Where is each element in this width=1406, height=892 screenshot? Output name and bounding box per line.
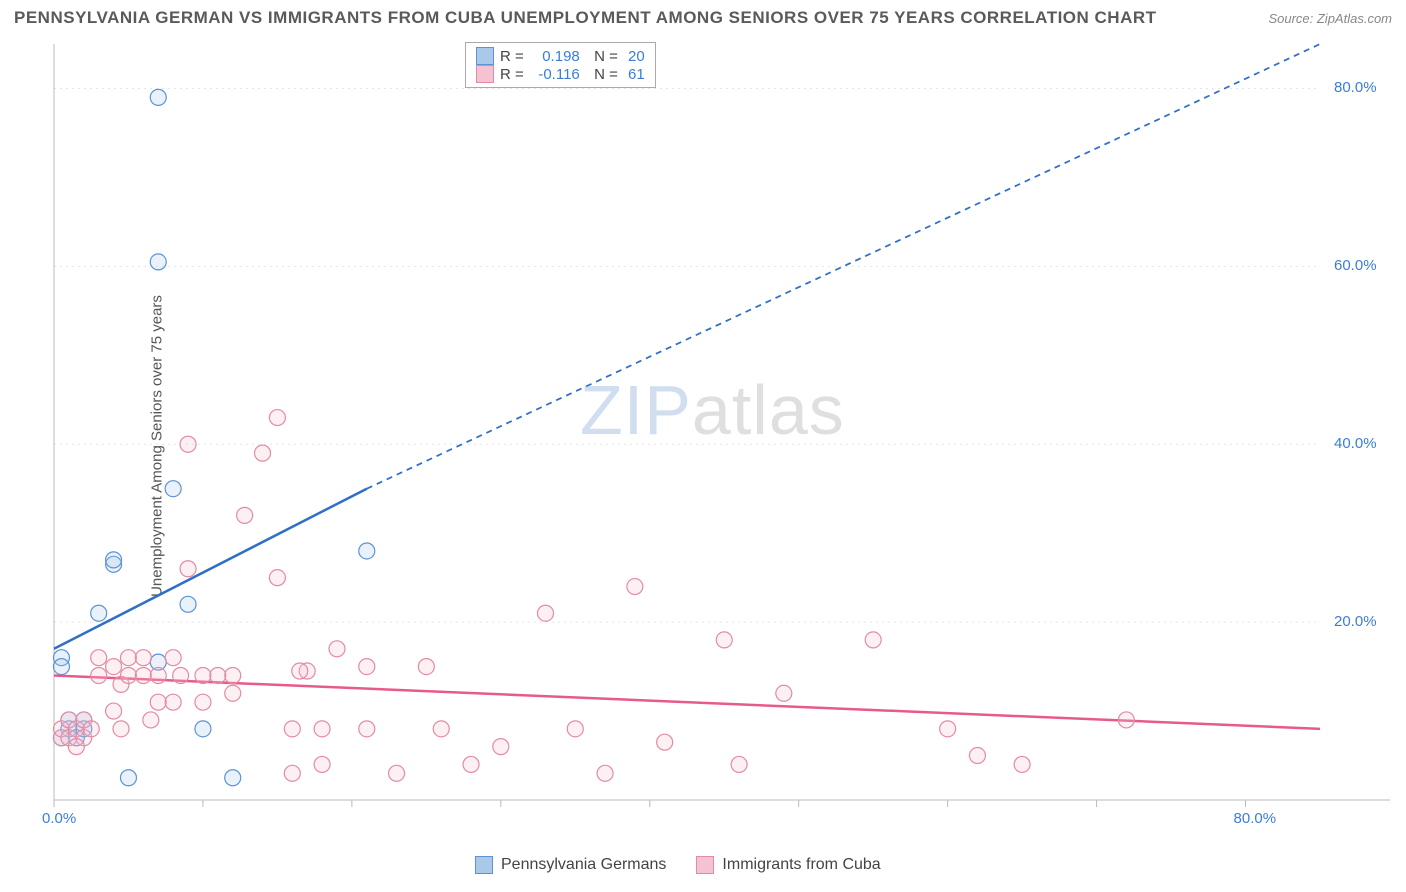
legend-r-value: -0.116 xyxy=(530,66,580,83)
legend-n-value: 61 xyxy=(624,66,645,83)
series-legend: Pennsylvania Germans Immigrants from Cuba xyxy=(475,856,881,874)
legend-row: R = -0.116 N = 61 xyxy=(476,65,645,83)
legend-n-value: 20 xyxy=(624,48,645,65)
x-tick-label: 0.0% xyxy=(42,810,76,827)
y-tick-label: 20.0% xyxy=(1334,613,1377,630)
correlation-legend: R = 0.198 N = 20 R = -0.116 N = 61 xyxy=(465,42,656,88)
legend-swatch xyxy=(475,856,493,874)
source-label: Source: ZipAtlas.com xyxy=(1268,11,1392,26)
y-tick-label: 40.0% xyxy=(1334,435,1377,452)
legend-swatch xyxy=(696,856,714,874)
x-tick-label: 80.0% xyxy=(1234,810,1277,827)
legend-swatch xyxy=(476,65,494,83)
legend-n-label: N = xyxy=(586,48,618,65)
legend-label: Immigrants from Cuba xyxy=(722,856,880,874)
legend-item: Pennsylvania Germans xyxy=(475,856,666,874)
y-tick-label: 80.0% xyxy=(1334,79,1377,96)
legend-label: Pennsylvania Germans xyxy=(501,856,666,874)
chart-title: PENNSYLVANIA GERMAN VS IMMIGRANTS FROM C… xyxy=(14,8,1157,28)
legend-swatch xyxy=(476,47,494,65)
y-tick-label: 60.0% xyxy=(1334,257,1377,274)
legend-row: R = 0.198 N = 20 xyxy=(476,47,645,65)
legend-r-label: R = xyxy=(500,66,524,83)
legend-r-value: 0.198 xyxy=(530,48,580,65)
legend-n-label: N = xyxy=(586,66,618,83)
legend-item: Immigrants from Cuba xyxy=(696,856,880,874)
legend-r-label: R = xyxy=(500,48,524,65)
scatter-plot xyxy=(50,40,1390,830)
